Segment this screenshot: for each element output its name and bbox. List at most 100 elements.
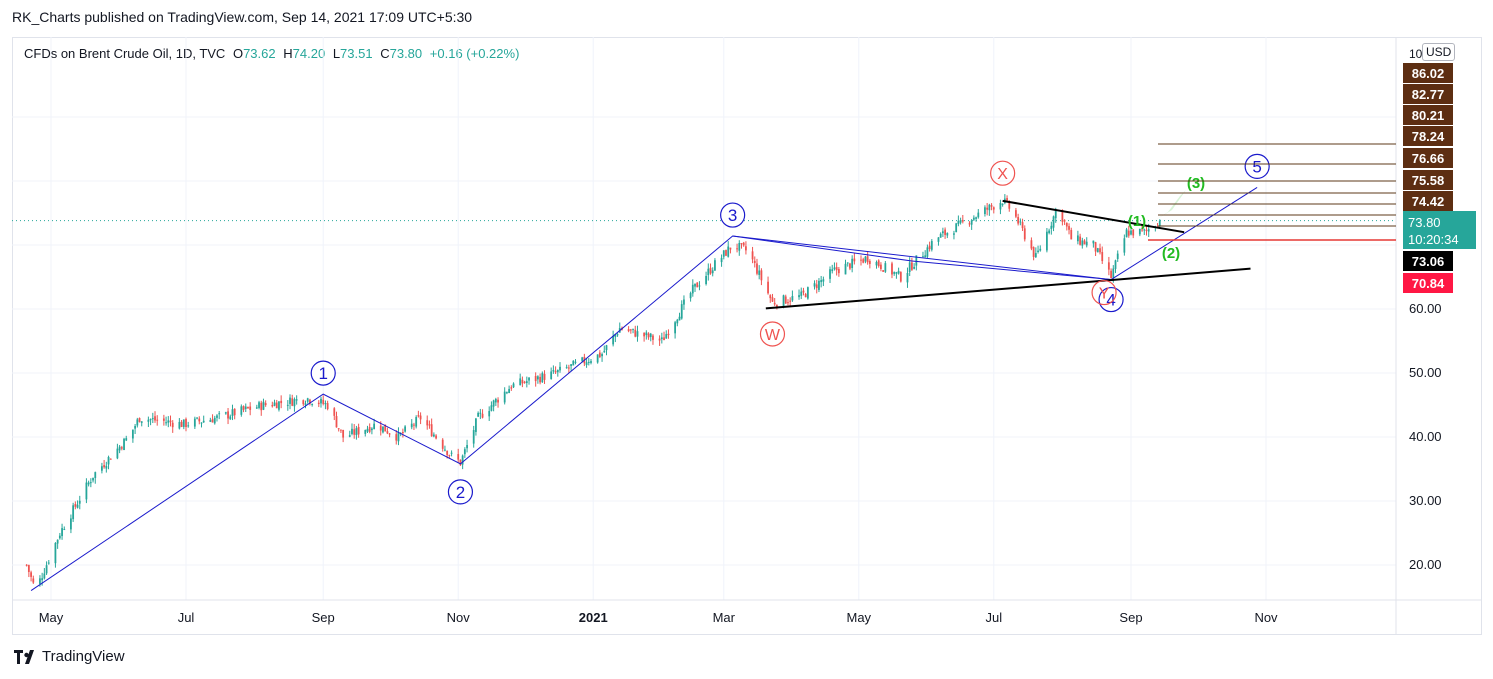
candle-body bbox=[247, 406, 249, 409]
candle-body bbox=[450, 452, 453, 454]
x-tick-label: Jul bbox=[178, 610, 195, 625]
candle-body bbox=[972, 217, 975, 220]
candle-body bbox=[1127, 230, 1130, 236]
candle-body bbox=[444, 449, 446, 451]
candle-body bbox=[151, 418, 154, 420]
publish-header: RK_Charts published on TradingView.com, … bbox=[12, 9, 473, 25]
candle-body bbox=[490, 405, 493, 411]
candle-body bbox=[140, 421, 143, 423]
candle-body bbox=[875, 261, 878, 266]
wave-label-circle bbox=[310, 360, 336, 386]
candle-body bbox=[488, 411, 491, 417]
candle-body bbox=[94, 472, 97, 479]
candle-body bbox=[364, 430, 367, 434]
candle-body bbox=[897, 270, 900, 274]
candle-body bbox=[397, 432, 400, 442]
candle-body bbox=[800, 291, 803, 296]
candle-body bbox=[574, 361, 577, 363]
candle-body bbox=[590, 361, 592, 363]
candle-body bbox=[567, 367, 570, 369]
candle-body bbox=[612, 335, 615, 345]
currency-button[interactable]: USD bbox=[1422, 43, 1456, 61]
candle-body bbox=[906, 272, 909, 283]
candle-body bbox=[116, 448, 119, 459]
candle-body bbox=[355, 428, 358, 436]
candle-body bbox=[738, 243, 741, 251]
candle-body bbox=[1143, 229, 1146, 231]
candle-body bbox=[769, 295, 772, 299]
candle-body bbox=[74, 503, 77, 507]
candle-body bbox=[103, 465, 106, 468]
legend-open: O73.62 bbox=[232, 46, 276, 61]
legend-high: H74.20 bbox=[283, 46, 326, 61]
candle-body bbox=[382, 426, 384, 433]
candle-body bbox=[930, 241, 933, 250]
candle-body bbox=[27, 565, 30, 572]
candle-body bbox=[233, 408, 236, 416]
candle-body bbox=[767, 281, 769, 294]
candle-body bbox=[587, 361, 590, 363]
wxy-label-circle bbox=[1091, 279, 1117, 306]
candle-body bbox=[200, 422, 203, 424]
candle-body bbox=[740, 243, 743, 245]
fib-price-tag bbox=[1403, 63, 1453, 83]
candle-body bbox=[154, 416, 156, 421]
sub-wave-label: (3) bbox=[1187, 175, 1205, 192]
candle-body bbox=[939, 233, 942, 238]
y-tick-label: 50.00 bbox=[1409, 365, 1442, 380]
candle-body bbox=[862, 259, 865, 263]
candle-body bbox=[742, 242, 745, 246]
candle-body bbox=[913, 266, 916, 269]
candle-body bbox=[165, 422, 167, 424]
candle-body bbox=[585, 362, 588, 366]
legend-low: L73.51 bbox=[332, 46, 373, 61]
candle-body bbox=[278, 401, 280, 410]
candle-body bbox=[1158, 220, 1161, 227]
footer-brand[interactable]: TradingView bbox=[14, 648, 125, 665]
candle-body bbox=[131, 429, 134, 439]
candle-body bbox=[698, 285, 701, 287]
price-tag-black bbox=[1403, 251, 1453, 271]
candle-body bbox=[899, 272, 902, 282]
candle-body bbox=[371, 428, 373, 431]
candle-body bbox=[1019, 221, 1022, 223]
candle-body bbox=[924, 255, 927, 258]
candle-body bbox=[213, 417, 216, 424]
candle-body bbox=[707, 268, 710, 276]
candle-body bbox=[72, 505, 75, 520]
candle-body bbox=[853, 258, 856, 262]
candle-body bbox=[506, 392, 508, 394]
candle-body bbox=[264, 403, 267, 406]
candle-body bbox=[512, 383, 515, 388]
wave-connector bbox=[911, 260, 1112, 281]
candle-body bbox=[543, 373, 546, 380]
price-tag-red bbox=[1403, 273, 1453, 293]
candle-body bbox=[415, 417, 418, 427]
candle-body bbox=[833, 267, 836, 270]
candle-body bbox=[275, 402, 278, 409]
candle-body bbox=[1050, 225, 1053, 229]
fib-price-value: 74.42 bbox=[1412, 194, 1445, 209]
candle-body bbox=[911, 262, 913, 270]
wave-label-circle bbox=[447, 479, 474, 505]
candle-body bbox=[1079, 236, 1081, 245]
symbol-name[interactable]: CFDs on Brent Crude Oil, 1D, TVC bbox=[24, 46, 226, 61]
fib-price-value: 75.58 bbox=[1412, 173, 1445, 188]
symbol-legend: CFDs on Brent Crude Oil, 1D, TVC O73.62 … bbox=[24, 46, 519, 61]
wave-label-4: 4 bbox=[1106, 291, 1115, 310]
candle-body bbox=[605, 345, 608, 351]
candle-body bbox=[519, 378, 522, 386]
candle-body bbox=[432, 434, 435, 437]
candle-body bbox=[249, 406, 252, 410]
candle-body bbox=[663, 337, 665, 341]
candle-body bbox=[1130, 230, 1132, 235]
candle-body bbox=[634, 329, 637, 337]
candle-body bbox=[570, 364, 572, 366]
candle-body bbox=[366, 428, 369, 432]
candle-body bbox=[302, 400, 305, 405]
y-tick-label: 60.00 bbox=[1409, 301, 1442, 316]
candle-body bbox=[109, 458, 112, 460]
candle-body bbox=[946, 232, 949, 236]
candle-body bbox=[218, 413, 221, 415]
